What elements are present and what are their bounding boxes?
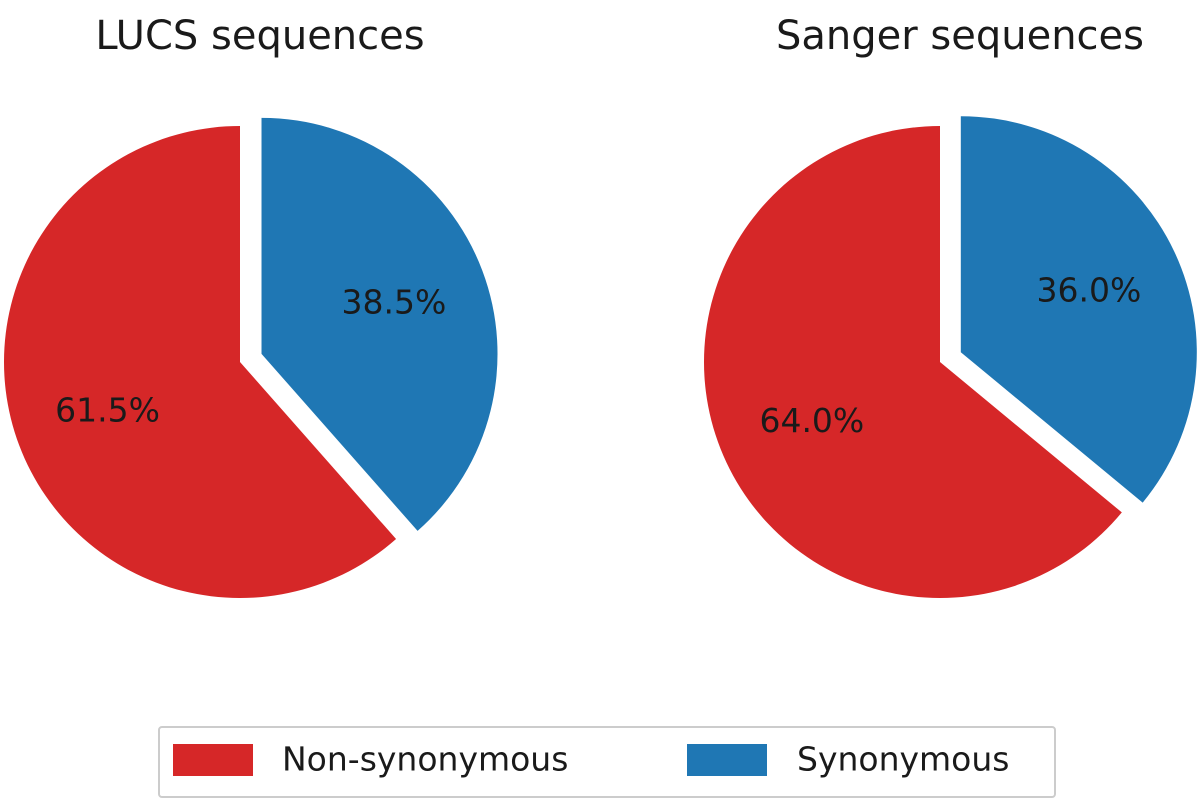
legend-swatch-synonymous bbox=[687, 744, 767, 776]
legend-frame bbox=[158, 726, 1056, 798]
chart-title: LUCS sequences bbox=[95, 13, 424, 59]
pie-label-non-synonymous: 61.5% bbox=[55, 391, 160, 430]
pie-slice-non-synonymous bbox=[3, 126, 397, 598]
pie-slice-synonymous bbox=[960, 116, 1197, 503]
pie-slice-synonymous bbox=[261, 117, 498, 531]
chart-title: Sanger sequences bbox=[776, 13, 1144, 59]
legend: Non-synonymous Synonymous bbox=[158, 726, 1056, 798]
legend-label-non-synonymous: Non-synonymous bbox=[282, 740, 568, 779]
legend-label-synonymous: Synonymous bbox=[797, 740, 1009, 779]
pie-label-non-synonymous: 64.0% bbox=[759, 401, 864, 440]
pie-chart-2: Sanger sequences 36.0% 64.0% bbox=[703, 13, 1197, 598]
pie-label-synonymous: 38.5% bbox=[342, 282, 447, 321]
legend-swatch-non-synonymous bbox=[173, 744, 253, 776]
pie-slice-non-synonymous bbox=[703, 126, 1122, 598]
pie-chart-1: LUCS sequences 38.5% 61.5% bbox=[3, 13, 498, 598]
pie-label-synonymous: 36.0% bbox=[1037, 270, 1142, 309]
